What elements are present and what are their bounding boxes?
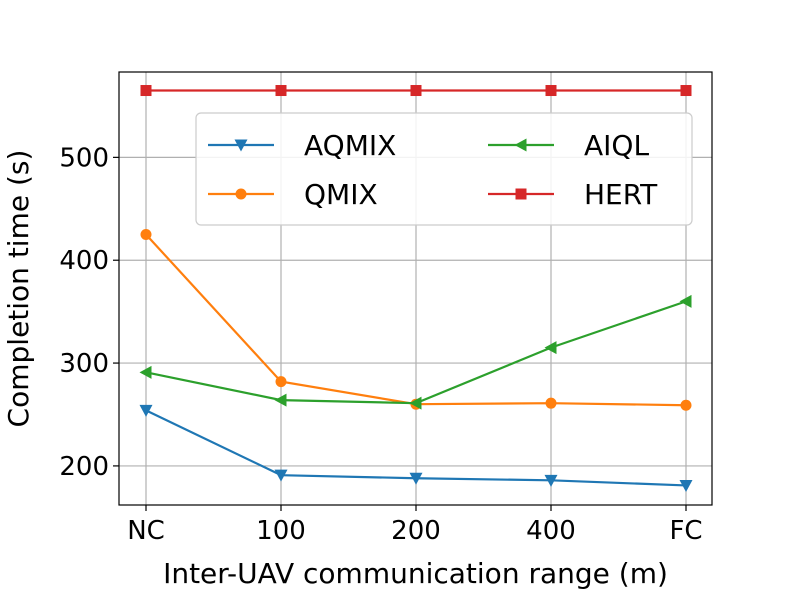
data-point-qmix — [545, 397, 557, 409]
x-tick-label: 200 — [391, 516, 441, 546]
legend-marker-qmix — [235, 188, 247, 200]
x-axis-label: Inter-UAV communication range (m) — [163, 557, 668, 590]
series-aqmix — [139, 404, 693, 492]
y-tick-label: 400 — [59, 246, 109, 276]
x-ticks: NC 100 200 400 FC — [127, 505, 703, 546]
legend-marker-aiql — [514, 138, 527, 152]
x-tick-label: NC — [127, 516, 165, 546]
data-point-qmix — [680, 399, 692, 411]
data-point-aqmix — [139, 404, 153, 417]
data-point-hert — [275, 85, 287, 97]
y-tick-label: 500 — [59, 143, 109, 173]
legend-label-aiql: AIQL — [584, 129, 649, 162]
data-point-aiql — [409, 396, 422, 410]
data-point-hert — [140, 85, 152, 97]
legend-marker-hert — [515, 188, 527, 200]
y-axis-label: Completion time (s) — [2, 150, 35, 428]
x-tick-label: FC — [669, 516, 702, 546]
legend-item-aiql: AIQL — [488, 129, 649, 162]
data-point-aiql — [544, 341, 557, 355]
data-point-aqmix — [679, 479, 693, 492]
data-point-qmix — [275, 376, 287, 388]
data-point-hert — [680, 85, 692, 97]
x-tick-label: 400 — [526, 516, 576, 546]
data-point-aiql — [274, 393, 287, 407]
legend-item-qmix: QMIX — [208, 178, 378, 211]
series-layer — [139, 85, 693, 492]
legend-item-hert: HERT — [488, 178, 658, 211]
legend-box — [195, 112, 693, 226]
data-point-aqmix — [409, 472, 423, 485]
y-tick-label: 200 — [59, 452, 109, 482]
data-point-aiql — [139, 365, 152, 379]
legend: AQMIX AIQL QMIX HERT — [195, 112, 693, 226]
data-point-aqmix — [544, 474, 558, 487]
data-point-hert — [545, 85, 557, 97]
series-hert — [140, 85, 692, 97]
y-ticks: 200 300 400 500 — [59, 143, 119, 482]
legend-marker-aqmix — [234, 139, 248, 152]
series-aiql — [139, 294, 692, 410]
data-point-aiql — [679, 294, 692, 308]
legend-item-aqmix: AQMIX — [208, 129, 396, 162]
legend-label-hert: HERT — [584, 178, 658, 211]
data-point-hert — [410, 85, 422, 97]
legend-label-aqmix: AQMIX — [304, 129, 396, 162]
data-point-aqmix — [274, 469, 288, 482]
legend-label-qmix: QMIX — [304, 178, 378, 211]
y-tick-label: 300 — [59, 349, 109, 379]
data-point-qmix — [140, 229, 152, 241]
x-tick-label: 100 — [256, 516, 306, 546]
